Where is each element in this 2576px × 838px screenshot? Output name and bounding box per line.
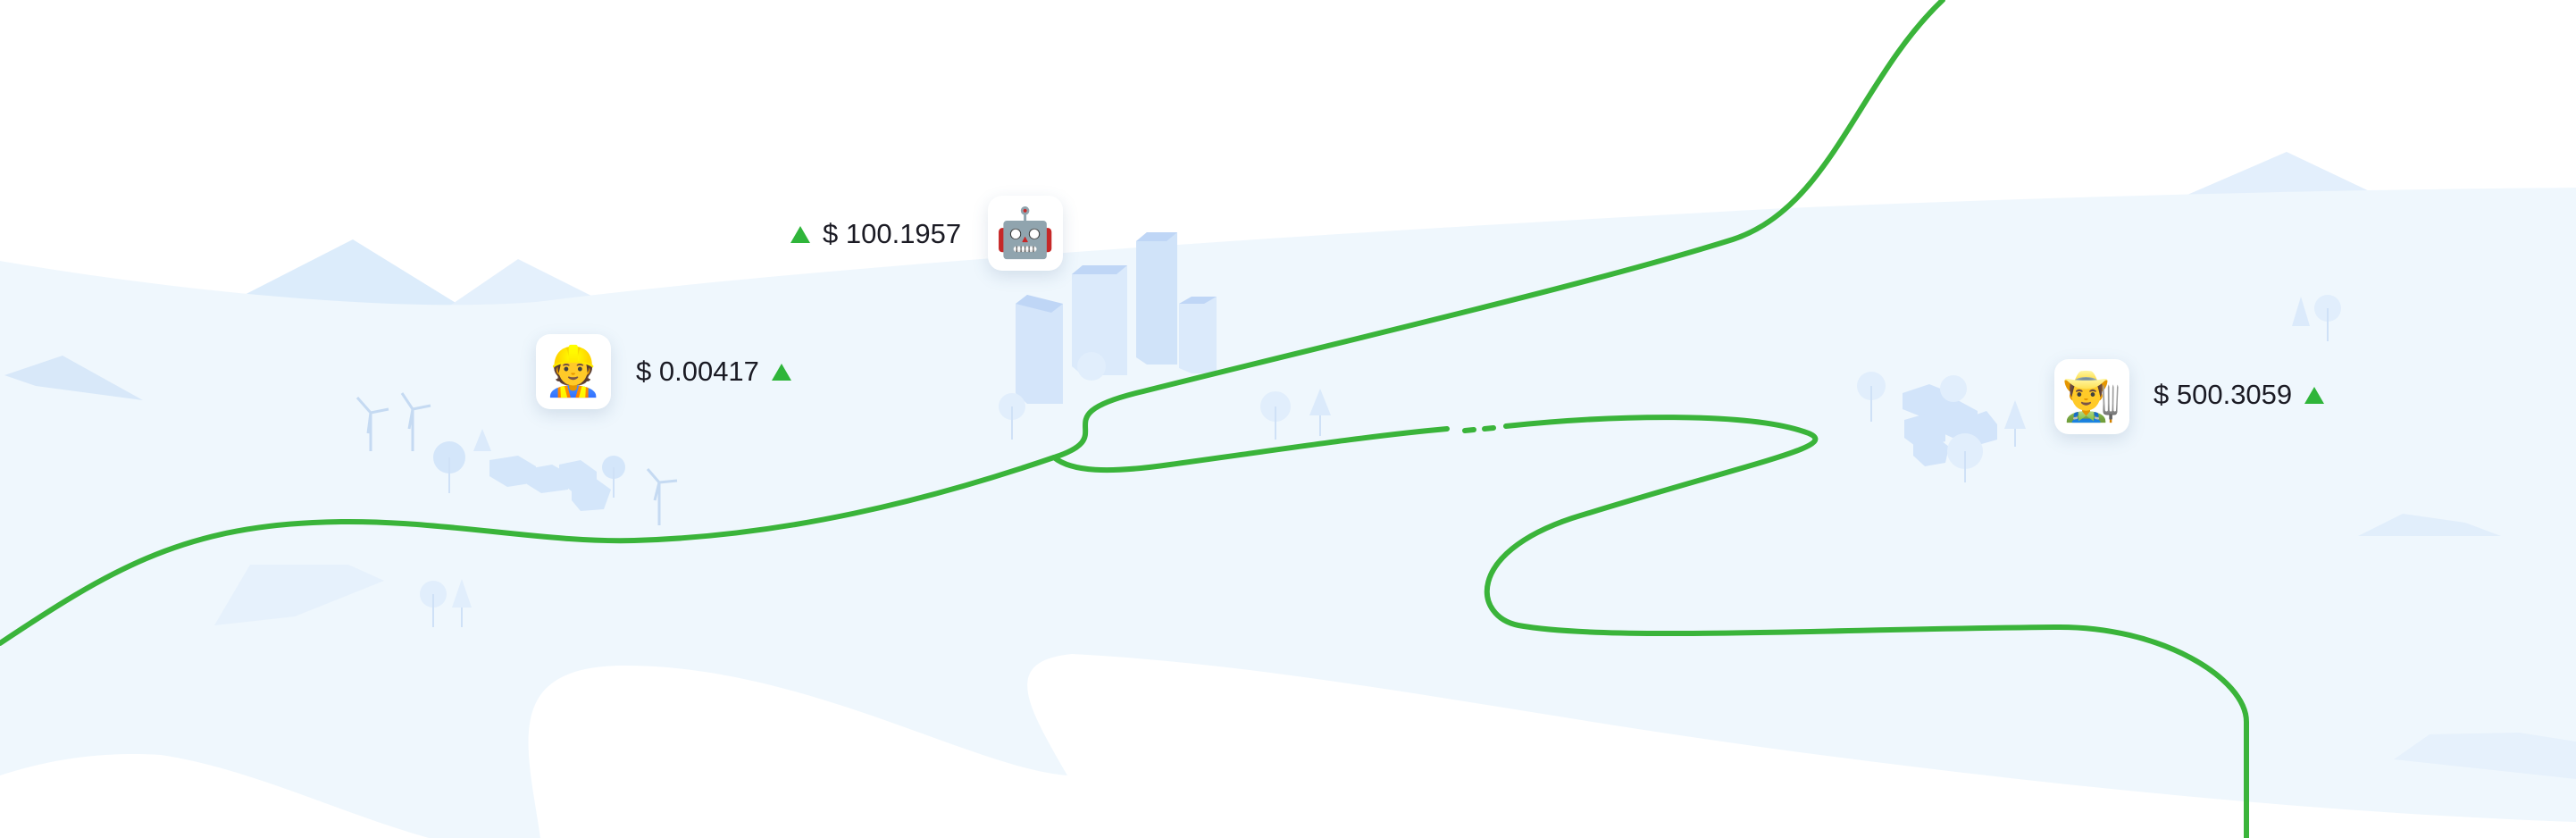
robot-price: $ 100.1957 [823, 218, 962, 249]
trend-up-icon [771, 363, 791, 381]
trend-line-dash-1 [1462, 427, 1476, 433]
trend-line-loop [1051, 426, 1450, 473]
miner-price-label: $ 0.00417 [636, 352, 791, 391]
miner-icon: 👷 [543, 343, 604, 399]
miner-avatar-card: 👷 [536, 334, 611, 409]
farmer-price-label: $ 500.3059 [2154, 375, 2325, 415]
farmer-price: $ 500.3059 [2154, 379, 2293, 410]
farmer-icon: 👨‍🌾 [2062, 368, 2122, 424]
land-area [0, 188, 2576, 838]
robot-price-label: $ 100.1957 [790, 214, 961, 254]
trend-up-icon [790, 225, 810, 243]
city-buildings [999, 232, 1331, 440]
ground-patch-1 [4, 356, 143, 400]
miner-price: $ 0.00417 [636, 356, 759, 387]
wind-turbines [355, 392, 678, 525]
trend-line-dash-2 [1482, 425, 1496, 432]
ground-patch-3 [2358, 514, 2501, 536]
farmer-avatar-card: 👨‍🌾 [2054, 359, 2129, 434]
robot-avatar-card: 🤖 [988, 196, 1063, 271]
ground-patch-4 [2394, 733, 2576, 779]
trend-line-continuation [1484, 415, 2249, 838]
trees-bottom-left [420, 579, 472, 627]
town-right [1857, 295, 2341, 482]
trend-line [0, 0, 1945, 646]
town-left [433, 429, 625, 511]
trend-up-icon [2304, 386, 2325, 404]
robot-icon: 🤖 [995, 205, 1056, 261]
ground-patch-2 [214, 565, 384, 625]
